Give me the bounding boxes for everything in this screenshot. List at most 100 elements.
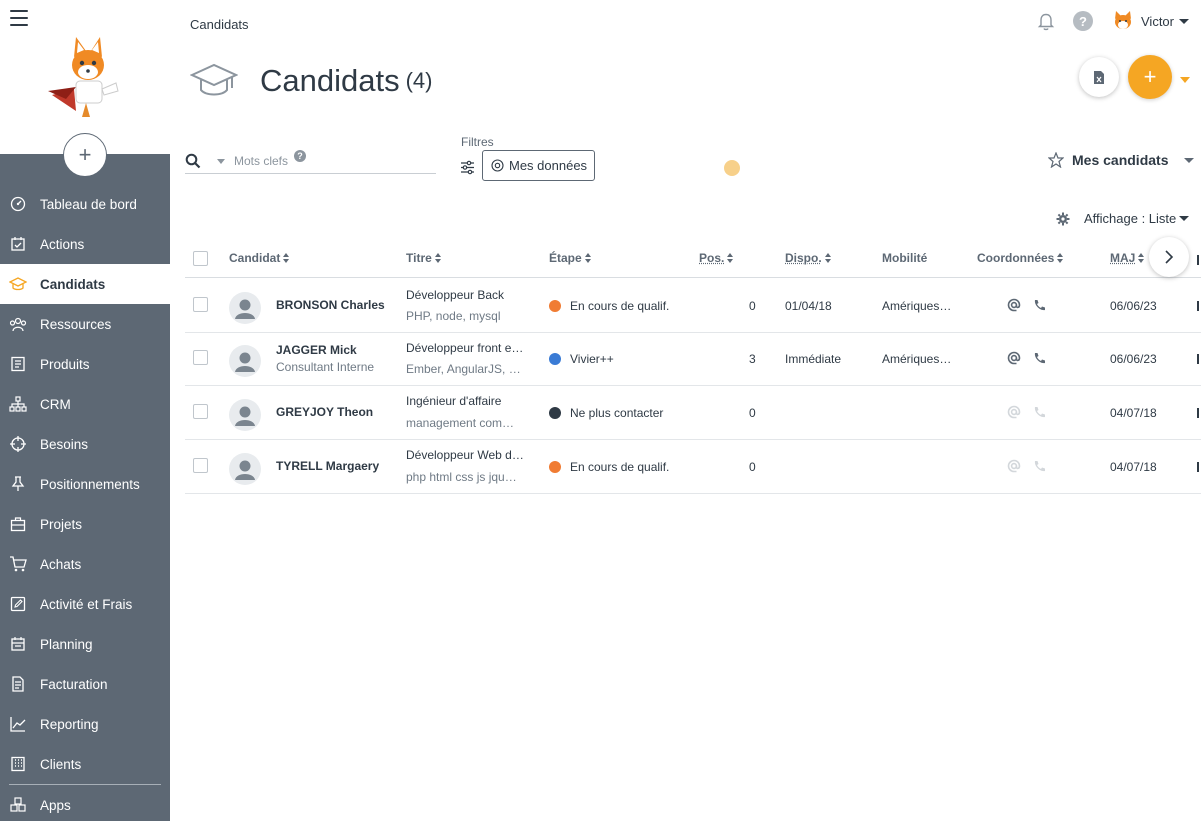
search-icon[interactable] [185, 153, 201, 169]
sidebar-item-tableau-de-bord[interactable]: Tableau de bord [0, 184, 170, 224]
candidate-name[interactable]: JAGGER Mick [276, 343, 357, 357]
add-candidate-button[interactable]: + [1128, 55, 1172, 99]
candidate-subtitle: Consultant Interne [276, 360, 375, 374]
select-all-checkbox[interactable] [193, 251, 208, 266]
avatar[interactable] [229, 453, 261, 485]
table-row[interactable]: BRONSON Charles Développeur Back PHP, no… [185, 279, 1201, 333]
column-header-coordonnees[interactable]: Coordonnées [977, 251, 1064, 265]
sidebar-item-label: CRM [40, 396, 71, 412]
avatar[interactable] [229, 292, 261, 324]
sidebar-item-candidats[interactable]: Candidats [0, 264, 170, 304]
help-icon[interactable]: ? [1073, 11, 1093, 31]
help-icon[interactable]: ? [294, 150, 306, 162]
file-excel-icon [1094, 70, 1104, 84]
loading-indicator [724, 160, 740, 176]
user-avatar[interactable] [1113, 11, 1133, 31]
user-name[interactable]: Victor [1141, 13, 1174, 29]
candidate-name[interactable]: GREYJOY Theon [276, 405, 374, 419]
star-icon [1048, 152, 1064, 168]
phone-icon[interactable] [1033, 352, 1046, 365]
candidate-mobility: Amériques… [882, 299, 952, 313]
column-header-pos[interactable]: Pos. [699, 251, 734, 265]
sidebar-item-actions[interactable]: Actions [0, 224, 170, 264]
sidebar-item-label: Ressources [40, 316, 112, 332]
row-checkbox[interactable] [193, 350, 208, 365]
sidebar-nav: Tableau de bord Actions Candidats Ressou… [0, 184, 170, 825]
table-header: Candidat Titre Étape Pos. Dispo. Mobilit… [185, 242, 1201, 278]
column-edge [1197, 354, 1199, 364]
candidate-title: Développeur Web d… [406, 448, 524, 462]
candidate-stage[interactable]: Ne plus contacter [549, 406, 663, 420]
sidebar-item-achats[interactable]: Achats [0, 544, 170, 584]
phone-icon[interactable] [1033, 299, 1046, 312]
candidate-title: Ingénieur d'affaire [406, 394, 502, 408]
mes-donnees-filter-button[interactable]: Mes données [482, 150, 595, 181]
email-at-icon [1007, 459, 1021, 473]
candidate-updated: 06/06/23 [1110, 352, 1157, 366]
scroll-right-button[interactable] [1149, 237, 1189, 277]
pin-icon [9, 475, 27, 493]
planning-icon [9, 635, 27, 653]
candidate-name[interactable]: BRONSON Charles [276, 298, 385, 312]
email-at-icon[interactable] [1007, 298, 1021, 312]
column-header-mobilite[interactable]: Mobilité [882, 251, 928, 265]
sidebar-item-ressources[interactable]: Ressources [0, 304, 170, 344]
bell-icon[interactable] [1035, 10, 1057, 32]
column-header-dispo[interactable]: Dispo. [785, 251, 832, 265]
candidate-stage[interactable]: En cours de qualif. [549, 299, 669, 313]
gear-icon[interactable] [1056, 212, 1070, 226]
email-at-icon[interactable] [1007, 351, 1021, 365]
sidebar-item-projets[interactable]: Projets [0, 504, 170, 544]
column-header-candidat[interactable]: Candidat [229, 251, 290, 265]
sidebar-item-positionnements[interactable]: Positionnements [0, 464, 170, 504]
sidebar-item-clients[interactable]: Clients [0, 744, 170, 784]
search-input[interactable] [234, 154, 294, 168]
row-checkbox[interactable] [193, 297, 208, 312]
candidate-updated: 06/06/23 [1110, 299, 1157, 313]
sidebar-item-label: Facturation [40, 676, 108, 692]
page-title-row: Candidats (4) [190, 62, 432, 100]
sidebar-divider [9, 784, 161, 785]
sidebar-item-reporting[interactable]: Reporting [0, 704, 170, 744]
sidebar-item-besoins[interactable]: Besoins [0, 424, 170, 464]
search-mode-dropdown[interactable] [217, 158, 225, 164]
candidate-stage[interactable]: En cours de qualif. [549, 460, 669, 474]
sidebar-item-activite-et-frais[interactable]: Activité et Frais [0, 584, 170, 624]
row-checkbox[interactable] [193, 404, 208, 419]
sidebar-item-crm[interactable]: CRM [0, 384, 170, 424]
quick-add-button[interactable]: + [63, 133, 107, 177]
sidebar-item-facturation[interactable]: Facturation [0, 664, 170, 704]
page-title: Candidats [260, 63, 400, 98]
fox-mascot-logo [48, 37, 119, 117]
sidebar-item-planning[interactable]: Planning [0, 624, 170, 664]
export-excel-button[interactable] [1079, 57, 1119, 97]
briefcase-icon [9, 515, 27, 533]
candidate-stage[interactable]: Vivier++ [549, 352, 614, 366]
display-mode-dropdown[interactable]: Affichage : Liste [1056, 211, 1190, 226]
graduation-cap-icon [190, 63, 238, 96]
saved-view-dropdown[interactable]: Mes candidats [1048, 152, 1195, 168]
avatar[interactable] [229, 399, 261, 431]
column-header-maj[interactable]: MAJ [1110, 251, 1145, 265]
sidebar-item-produits[interactable]: Produits [0, 344, 170, 384]
breadcrumb[interactable]: Candidats [190, 17, 249, 32]
column-header-titre[interactable]: Titre [406, 251, 442, 265]
column-header-etape[interactable]: Étape [549, 251, 592, 265]
sidebar-item-label: Candidats [40, 276, 106, 292]
table-row[interactable]: TYRELL Margaery Développeur Web d… php h… [185, 440, 1201, 494]
avatar[interactable] [229, 345, 261, 377]
stage-status-dot [549, 461, 561, 473]
sort-icon [1138, 252, 1145, 264]
table-row[interactable]: JAGGER Mick Consultant Interne Développe… [185, 332, 1201, 386]
table-row[interactable]: GREYJOY Theon Ingénieur d'affaire manage… [185, 386, 1201, 440]
sliders-icon[interactable] [460, 160, 475, 175]
candidate-name[interactable]: TYRELL Margaery [276, 459, 380, 473]
candidate-contact [1007, 298, 1058, 312]
filters-label: Filtres [461, 135, 494, 149]
row-checkbox[interactable] [193, 458, 208, 473]
chevron-down-icon[interactable] [1180, 77, 1190, 83]
sidebar-item-apps[interactable]: Apps [0, 785, 170, 825]
sort-icon [283, 252, 290, 264]
menu-icon[interactable] [10, 10, 28, 26]
chevron-down-icon[interactable] [1179, 18, 1189, 24]
